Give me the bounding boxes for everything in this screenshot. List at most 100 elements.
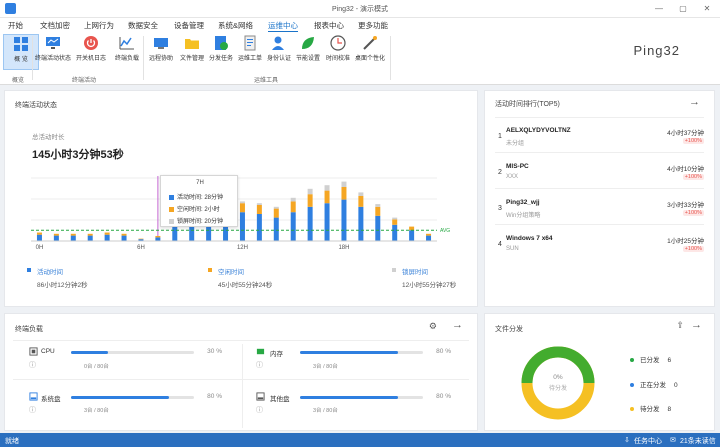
info-icon: ⓘ: [29, 362, 36, 369]
donut-distributed-segment: [521, 346, 595, 384]
info-icon: ⓘ: [256, 362, 263, 369]
remote-assist-label: 远程协助: [148, 56, 173, 62]
load-percent: 80 %: [436, 348, 451, 355]
work-order-button[interactable]: 运维工单: [232, 34, 268, 70]
gear-icon[interactable]: ⚙: [428, 321, 437, 331]
dist-item-distributing: 正在分发 0: [630, 379, 678, 389]
load-track: [71, 396, 194, 399]
tooltip-title: 7H: [196, 180, 204, 186]
load-count: 3台 / 80台: [84, 408, 109, 414]
remote-assist-icon: [154, 38, 168, 49]
user-auth-button[interactable]: 身份认证: [261, 34, 297, 70]
load-count: 0台 / 80台: [84, 364, 109, 370]
menu-web-behavior[interactable]: 上网行为: [84, 21, 114, 30]
task-center-link[interactable]: 任务中心: [634, 438, 662, 445]
file-manage-label: 文件管理: [179, 56, 204, 62]
status-bar: 就绪 ⇩ 任务中心 ✉ 21条未读信息: [0, 433, 720, 447]
cpu-icon: [29, 347, 38, 356]
distribute-task-label: 分发任务: [208, 56, 233, 62]
legend-lock-label: 锁屏时间: [402, 269, 428, 276]
rank-badge: +100%: [682, 174, 704, 180]
power-log-icon: [84, 36, 98, 50]
work-order-label: 运维工单: [237, 56, 262, 62]
panel-title: 活动时间排行(TOP5): [495, 101, 560, 108]
menu-start[interactable]: 开始: [8, 21, 23, 30]
rank-badge: +100%: [682, 210, 704, 216]
system-disk-icon: [29, 392, 38, 401]
group-divider: [143, 36, 144, 80]
remote-assist-button[interactable]: 远程协助: [143, 34, 179, 70]
rank-terminal-name[interactable]: MIS-PC: [506, 163, 529, 170]
memory-icon: [256, 348, 265, 355]
time-sync-button[interactable]: 时间校准: [320, 34, 356, 70]
panel-title: 终端活动状态: [15, 102, 57, 109]
menu-data-security[interactable]: 数据安全: [128, 21, 158, 30]
menu-more[interactable]: 更多功能: [358, 21, 388, 30]
load-label: CPU: [41, 348, 55, 355]
tooltip-row: 锁屏时间: 20分钟: [169, 216, 223, 225]
rank-time: 4小时37分钟: [667, 130, 704, 137]
menu-system-network[interactable]: 系统&网络: [218, 21, 254, 30]
divider: [495, 188, 704, 189]
close-icon[interactable]: ✕: [703, 4, 711, 13]
rank-number: 1: [498, 133, 502, 140]
brand-logo: Ping32: [633, 43, 680, 58]
donut-center-label: 待分发: [548, 386, 567, 392]
arrow-right-icon[interactable]: →: [452, 319, 463, 331]
load-fill: [71, 396, 170, 399]
dist-item-pending: 待分发 8: [630, 403, 671, 413]
load-fill: [300, 396, 399, 399]
terminal-load-button[interactable]: 终端负载: [109, 34, 145, 70]
legend-active-value: 86小时12分钟2秒: [37, 282, 88, 289]
rank-group: 未分组: [506, 141, 525, 147]
title-bar: Ping32 - 演示模式 — ▢ ✕: [0, 0, 720, 18]
leaf-icon: [302, 37, 314, 49]
rank-badge: +100%: [682, 246, 704, 252]
upload-icon[interactable]: ⇪: [676, 320, 684, 330]
donut-center-percent: 0%: [553, 374, 563, 381]
menu-device-mgmt[interactable]: 设备管理: [174, 21, 204, 30]
load-count: 3台 / 80台: [313, 408, 338, 414]
file-manage-button[interactable]: 文件管理: [174, 34, 210, 70]
legend-idle-label: 空闲时间: [218, 269, 244, 276]
load-count: 3台 / 80台: [313, 364, 338, 370]
load-panel: 终端负载 ⚙ →: [4, 313, 478, 431]
rank-terminal-name[interactable]: Windows 7 x64: [506, 235, 553, 242]
chart-tooltip: 7H 活动时间: 28分钟 空闲时间: 2小时 锁屏时间: 20分钟: [160, 175, 238, 227]
rank-terminal-name[interactable]: Ping32_wjj: [506, 199, 540, 206]
legend-dot: [27, 268, 31, 272]
panel-title: 文件分发: [495, 326, 523, 333]
arrow-right-icon[interactable]: →: [689, 96, 700, 108]
divider: [13, 340, 469, 341]
minimize-icon[interactable]: —: [655, 4, 663, 13]
user-auth-label: 身份认证: [266, 56, 291, 62]
energy-setting-button[interactable]: 节能设置: [290, 34, 326, 70]
load-chart-icon: [119, 37, 134, 50]
total-label: 总活动时长: [32, 134, 65, 141]
group-ops-label: 运维工具: [254, 78, 279, 84]
terminal-activity-button[interactable]: 终端活动状态: [35, 34, 71, 70]
overview-button[interactable]: 概 览: [3, 34, 39, 70]
power-log-button[interactable]: 开关机日志: [73, 34, 109, 70]
desktop-personalize-button[interactable]: 桌面个性化: [352, 34, 388, 70]
work-order-icon: [244, 35, 256, 51]
load-percent: 80 %: [207, 393, 222, 400]
load-track: [300, 351, 423, 354]
energy-setting-label: 节能设置: [295, 56, 320, 62]
unread-messages-link[interactable]: 21条未读信息: [680, 438, 716, 445]
distribute-task-button[interactable]: 分发任务: [203, 34, 239, 70]
message-icon: ✉: [670, 437, 676, 444]
arrow-right-icon[interactable]: →: [691, 319, 702, 331]
rank-terminal-name[interactable]: AELXQLYDYVOLTNZ: [506, 127, 571, 134]
group-overview-label: 概览: [12, 78, 25, 84]
menu-report-center[interactable]: 报表中心: [314, 21, 344, 30]
maximize-icon[interactable]: ▢: [679, 4, 687, 13]
tooltip-row: 活动时间: 28分钟: [169, 192, 223, 201]
distribute-icon: [215, 36, 228, 50]
rank-number: 3: [498, 205, 502, 212]
download-icon: ⇩: [624, 437, 630, 444]
menu-doc-encrypt[interactable]: 文档加密: [40, 21, 70, 30]
ribbon-toolbar: 概 览 概览 终端活动状态 开关机日志 终端负载 终端活动 远程协助 文件管理 …: [0, 32, 720, 85]
menu-ops-center[interactable]: 运维中心: [268, 21, 298, 33]
group-divider: [390, 36, 391, 80]
